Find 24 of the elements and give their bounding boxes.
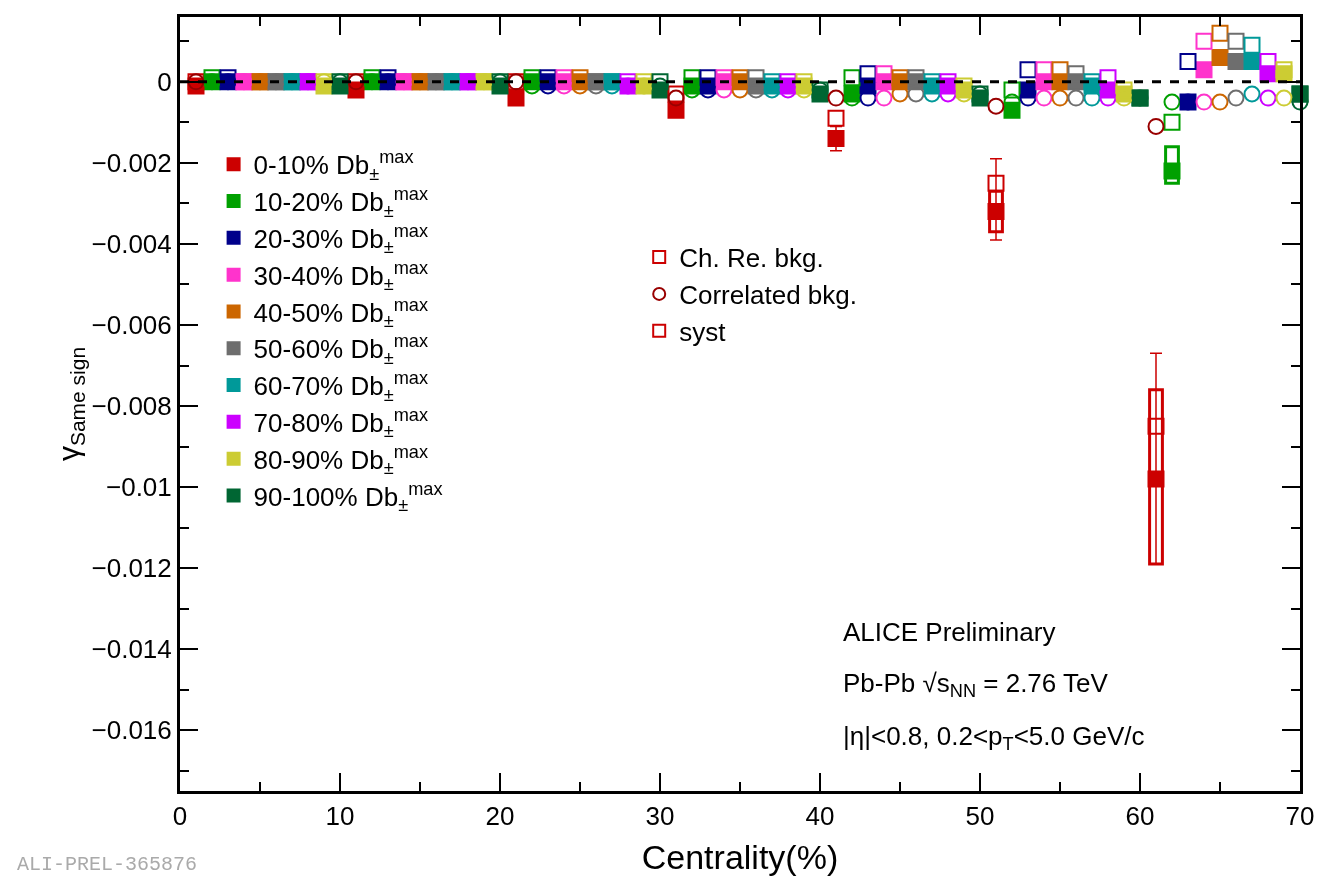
annotation: ALICE Preliminary	[843, 617, 1056, 647]
y-tick-label: 0	[157, 66, 172, 97]
y-tick-label: −0.002	[91, 147, 172, 178]
x-tick-label: 10	[325, 801, 355, 832]
x-axis-title: Centrality(%)	[641, 837, 839, 876]
legend-label: Ch. Re. bkg.	[679, 243, 824, 274]
legend-label: Correlated bkg.	[679, 280, 857, 311]
x-tick-label: 50	[965, 801, 995, 832]
x-tick-label: 40	[805, 801, 835, 832]
y-tick-label: −0.008	[91, 391, 172, 422]
annotation: |η|<0.8, 0.2<p$_{T}$<5.0 GeV/c	[843, 721, 1145, 755]
x-tick-label: 70	[1285, 801, 1315, 832]
y-tick-label: −0.012	[91, 553, 172, 584]
legend-label: syst	[679, 316, 727, 347]
annotation: Pb-Pb √s$_{NN}$ = 2.76 TeV	[843, 668, 1109, 702]
text: ALI-PREL-365876	[17, 853, 198, 876]
y-tick-label: −0.014	[91, 634, 172, 665]
x-tick-label: 20	[485, 801, 515, 832]
y-tick-label: −0.016	[91, 715, 172, 746]
x-tick-label: 30	[645, 801, 675, 832]
y-tick-label: −0.01	[106, 472, 172, 503]
x-tick-label: 60	[1125, 801, 1155, 832]
y-tick-label: −0.006	[91, 310, 172, 341]
y-tick-label: −0.004	[91, 229, 172, 260]
